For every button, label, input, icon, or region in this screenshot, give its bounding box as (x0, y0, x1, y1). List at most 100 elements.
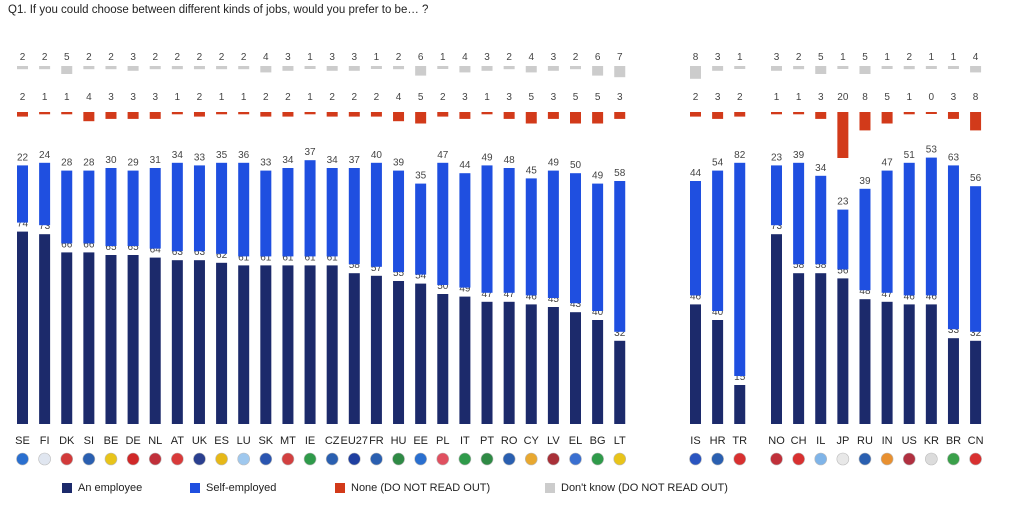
dont-know-label-jp: 1 (840, 52, 846, 63)
category-label-us: US (902, 435, 917, 447)
employee-label-is: 46 (690, 291, 702, 302)
category-label-pl: PL (436, 435, 449, 447)
self-employed-label-be: 30 (105, 155, 117, 166)
none-label-ro: 3 (506, 92, 512, 103)
none-label-el: 5 (573, 92, 579, 103)
none-label-is: 2 (693, 92, 699, 103)
category-label-nl: NL (148, 435, 162, 447)
employee-bar-no (771, 234, 782, 424)
category-label-bg: BG (590, 435, 606, 447)
legend-label-dont-know: Don't know (DO NOT READ OUT) (561, 482, 728, 494)
none-bar-pt (481, 112, 493, 115)
employee-label-de: 65 (128, 242, 140, 253)
dont-know-bar-hr (712, 66, 724, 71)
employee-label-lu: 61 (238, 252, 250, 263)
dont-know-label-cy: 4 (528, 52, 534, 63)
flag-icon-cy (524, 452, 538, 466)
self-employed-label-hu: 39 (393, 158, 405, 169)
dont-know-bar-cz (326, 66, 338, 71)
none-label-eu27: 2 (352, 92, 358, 103)
dont-know-label-cz: 3 (329, 52, 335, 63)
none-label-sk: 2 (263, 92, 269, 103)
none-label-hr: 3 (715, 92, 721, 103)
self-employed-label-eu27: 37 (349, 155, 361, 166)
employee-label-kr: 46 (926, 291, 938, 302)
dont-know-label-us: 2 (906, 52, 912, 63)
employee-label-el: 43 (570, 299, 582, 310)
employee-bar-br (947, 338, 959, 424)
employee-label-se: 74 (17, 219, 29, 230)
employee-bar-hr (712, 320, 724, 424)
employee-label-mt: 61 (282, 252, 294, 263)
employee-label-in: 47 (882, 289, 894, 300)
category-label-eu27: EU27 (341, 435, 369, 447)
none-bar-ch (793, 112, 805, 115)
dont-know-label-no: 3 (774, 52, 780, 63)
none-label-lt: 3 (617, 92, 623, 103)
category-label-sk: SK (258, 435, 273, 447)
employee-bar-es (216, 262, 228, 424)
flag-icon-fi (38, 452, 51, 466)
none-label-dk: 1 (64, 92, 70, 103)
self-employed-label-ru: 39 (859, 176, 871, 187)
category-label-mt: MT (280, 435, 296, 447)
none-label-mt: 2 (285, 92, 291, 103)
none-bar-lt (614, 112, 626, 119)
none-bar-fr (370, 112, 382, 117)
employee-label-nl: 64 (150, 245, 162, 256)
none-bar-in (881, 112, 893, 124)
none-bar-tr (734, 112, 746, 117)
flag-icon-es (215, 452, 228, 466)
dont-know-bar-lv (547, 66, 559, 71)
flag-icon-hu (392, 452, 405, 466)
employee-bar-ie (304, 265, 316, 424)
flag-icon-pl (436, 452, 450, 466)
self-employed-label-ee: 35 (415, 171, 427, 182)
none-bar-kr (925, 112, 937, 114)
self-employed-bar-cn (970, 186, 982, 332)
self-employed-bar-pl (437, 162, 449, 285)
dont-know-label-el: 2 (573, 52, 579, 63)
flag-icon-il (814, 452, 828, 466)
dont-know-bar-us (903, 66, 915, 70)
flag-icon-hr (711, 452, 724, 466)
employee-label-tr: 15 (734, 372, 746, 383)
flag-icon-tr (733, 452, 747, 466)
dont-know-bar-it (459, 66, 471, 73)
dont-know-bar-sk (260, 66, 272, 73)
dont-know-label-fi: 2 (42, 52, 48, 63)
employee-bar-kr (925, 304, 937, 424)
flag-icon-lt (613, 452, 627, 466)
self-employed-bar-sk (260, 170, 272, 257)
dont-know-label-br: 1 (951, 52, 957, 63)
self-employed-label-in: 47 (882, 158, 894, 169)
self-employed-bar-mt (282, 168, 294, 257)
none-label-es: 1 (219, 92, 225, 103)
employee-label-lt: 32 (614, 328, 626, 339)
self-employed-bar-es (216, 162, 228, 254)
dont-know-bar-no (771, 66, 782, 71)
self-employed-label-hr: 54 (712, 158, 724, 169)
dont-know-bar-jp (837, 66, 849, 69)
none-label-be: 3 (108, 92, 114, 103)
none-bar-hr (712, 112, 724, 119)
employee-bar-it (459, 296, 471, 424)
none-label-in: 5 (884, 92, 890, 103)
employee-label-dk: 66 (61, 239, 73, 250)
none-bar-jp (837, 112, 849, 158)
employee-label-pl: 50 (437, 281, 449, 292)
category-label-hu: HU (391, 435, 407, 447)
flag-icon-si (82, 452, 96, 466)
none-label-lv: 3 (551, 92, 557, 103)
flag-icon-ie (303, 452, 317, 466)
none-bar-nl (149, 112, 161, 119)
none-bar-pl (437, 112, 449, 117)
stacked-bar-chart: 742222SE732412FI662815DK662842SI653032BE… (15, 52, 984, 466)
dont-know-bar-lt (614, 66, 626, 78)
self-employed-bar-be (105, 168, 117, 246)
none-label-pt: 1 (484, 92, 490, 103)
category-label-ch: CH (791, 435, 807, 447)
dont-know-bar-nl (149, 66, 161, 70)
legend-item-employee: An employee (62, 482, 142, 494)
self-employed-bar-at (171, 162, 183, 252)
